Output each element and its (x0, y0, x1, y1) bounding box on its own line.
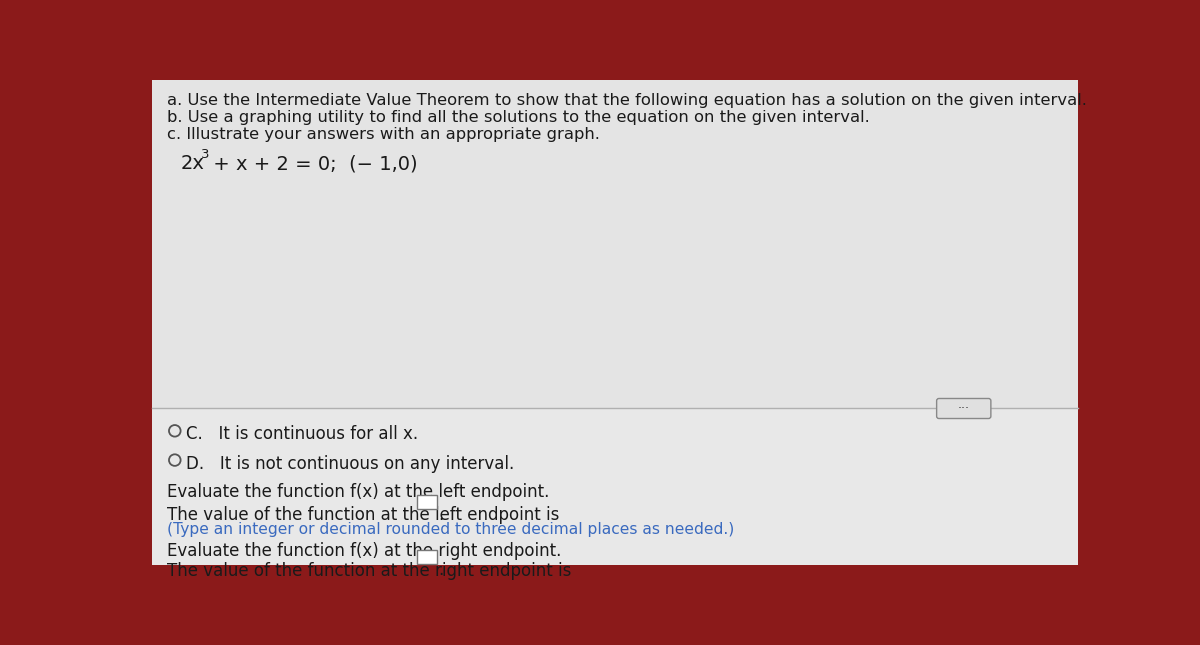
Text: .: . (438, 561, 444, 579)
Text: (Type an integer or decimal rounded to three decimal places as needed.): (Type an integer or decimal rounded to t… (167, 522, 734, 537)
Text: 2x: 2x (181, 154, 205, 174)
Text: The value of the function at the left endpoint is: The value of the function at the left en… (167, 506, 559, 524)
FancyBboxPatch shape (937, 399, 991, 419)
Text: a. Use the Intermediate Value Theorem to show that the following equation has a : a. Use the Intermediate Value Theorem to… (167, 93, 1087, 108)
Text: .: . (438, 506, 444, 524)
Text: b. Use a graphing utility to find all the solutions to the equation on the given: b. Use a graphing utility to find all th… (167, 110, 870, 124)
Bar (151, 80, 1079, 408)
Text: D.   It is not continuous on any interval.: D. It is not continuous on any interval. (186, 455, 514, 473)
Text: The value of the function at the right endpoint is: The value of the function at the right e… (167, 562, 571, 580)
Text: C.   It is continuous for all x.: C. It is continuous for all x. (186, 426, 418, 444)
Text: ···: ··· (958, 402, 970, 415)
Bar (416, 550, 437, 564)
Text: Evaluate the function f(x) at the right endpoint.: Evaluate the function f(x) at the right … (167, 542, 562, 560)
Text: 3: 3 (202, 148, 210, 161)
Text: Evaluate the function f(x) at the left endpoint.: Evaluate the function f(x) at the left e… (167, 483, 550, 501)
Text: + x + 2 = 0;  (− 1,0): + x + 2 = 0; (− 1,0) (208, 154, 418, 174)
Text: c. Illustrate your answers with an appropriate graph.: c. Illustrate your answers with an appro… (167, 126, 600, 142)
Bar (416, 495, 437, 509)
